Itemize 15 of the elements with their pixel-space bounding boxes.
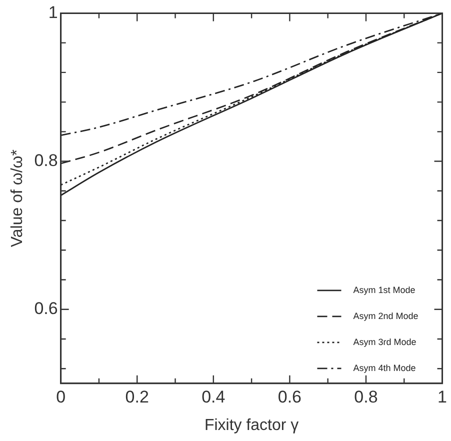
y-axis-title: Value of ω/ω* xyxy=(9,149,26,248)
x-tick-label: 0.4 xyxy=(202,387,226,406)
y-tick-label: 1 xyxy=(48,2,58,22)
legend-label: Asym 2nd Mode xyxy=(353,310,418,321)
x-tick-label: 1 xyxy=(438,387,448,406)
legend-label: Asym 3rd Mode xyxy=(353,336,416,347)
legend-label: Asym 4th Mode xyxy=(353,362,416,373)
legend-label: Asym 1st Mode xyxy=(353,284,416,295)
x-axis-title: Fixity factor γ xyxy=(204,416,299,434)
y-tick-label: 0.8 xyxy=(34,150,58,170)
x-tick-label: 0.8 xyxy=(354,387,378,406)
x-tick-label: 0 xyxy=(56,387,66,406)
x-tick-label: 0.6 xyxy=(278,387,302,406)
x-tick-label: 0.2 xyxy=(125,387,149,406)
y-tick-label: 0.6 xyxy=(34,299,58,318)
